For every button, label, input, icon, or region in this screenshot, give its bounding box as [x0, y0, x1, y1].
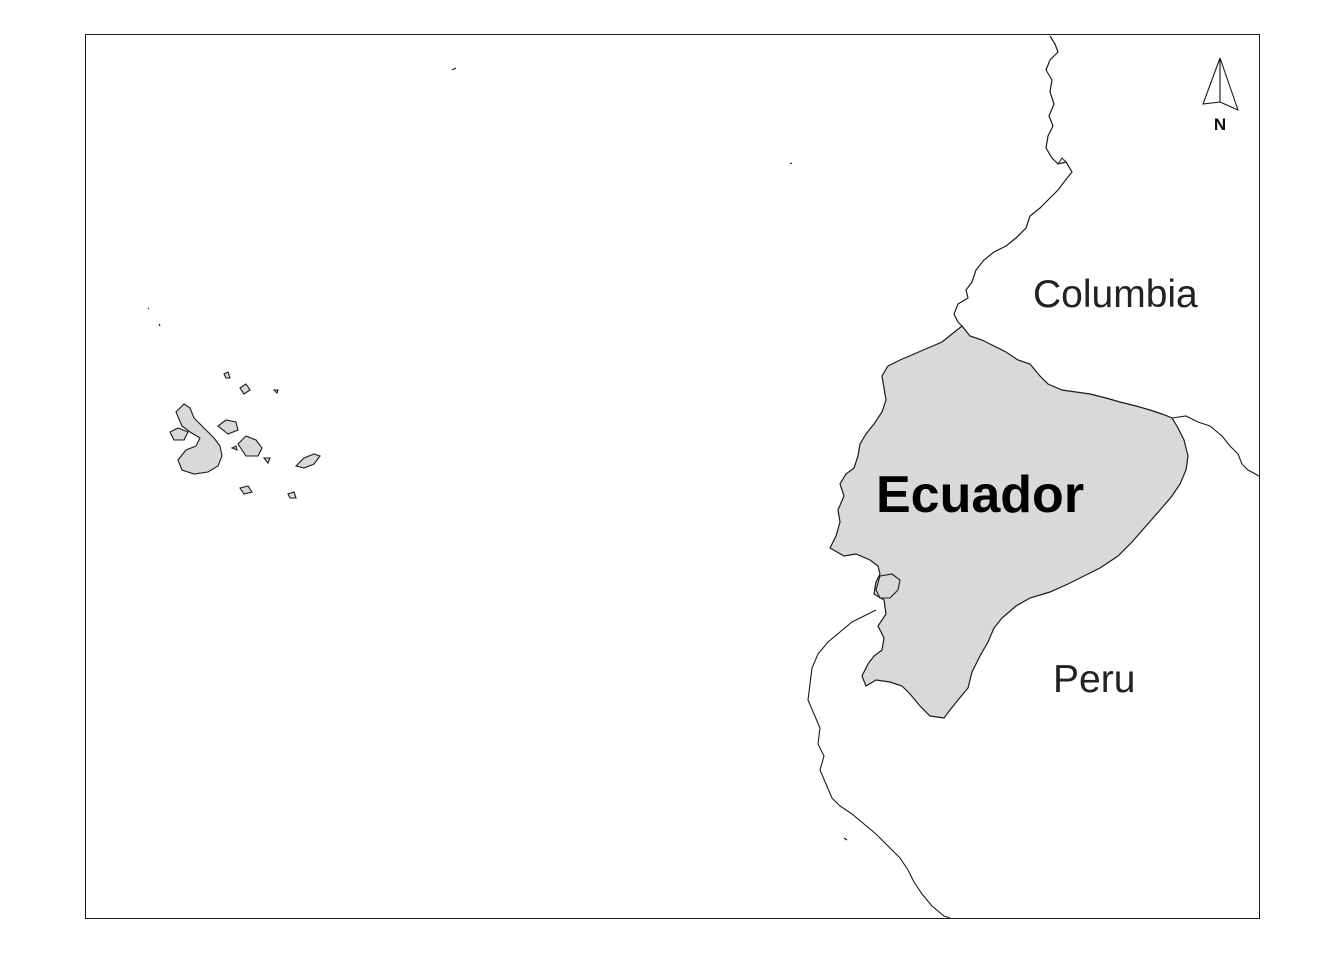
- isla-floreana: [239, 485, 253, 495]
- label-columbia: Columbia: [1033, 273, 1198, 316]
- isla-marchena: [223, 371, 231, 379]
- isla-espanola: [287, 491, 297, 499]
- puna-island: [875, 573, 901, 599]
- colombia-peru-border: [1171, 415, 1260, 477]
- north-arrow-label: N: [1214, 115, 1226, 134]
- islet-1: [1057, 157, 1067, 165]
- label-peru: Peru: [1053, 658, 1135, 701]
- colombia-coastline: [953, 35, 1073, 327]
- north-arrow-icon: [1202, 57, 1221, 105]
- label-ecuador: Ecuador: [876, 466, 1084, 524]
- galapagos-islands: [169, 371, 321, 499]
- san-cristobal-island: [294, 453, 321, 469]
- map-frame: [85, 34, 1260, 919]
- santa-cruz-island: [237, 435, 263, 457]
- isla-genovesa: [239, 383, 251, 395]
- isabela-island: [175, 403, 223, 475]
- santiago-island: [217, 419, 239, 435]
- peru-islet: [843, 837, 848, 841]
- isla-santa-fe: [262, 457, 271, 465]
- isla-pinta: [272, 389, 279, 395]
- north-arrow-shade: [1219, 57, 1239, 112]
- islet-3: [789, 162, 793, 165]
- islet-5: [158, 323, 161, 327]
- fernandina-island: [169, 427, 189, 441]
- isla-rabida: [230, 445, 238, 451]
- islet-4: [147, 307, 150, 310]
- ecuador-mainland: [829, 325, 1189, 719]
- islet-2: [451, 67, 457, 71]
- peru-coastline: [807, 609, 951, 919]
- north-arrow: N: [1202, 57, 1239, 134]
